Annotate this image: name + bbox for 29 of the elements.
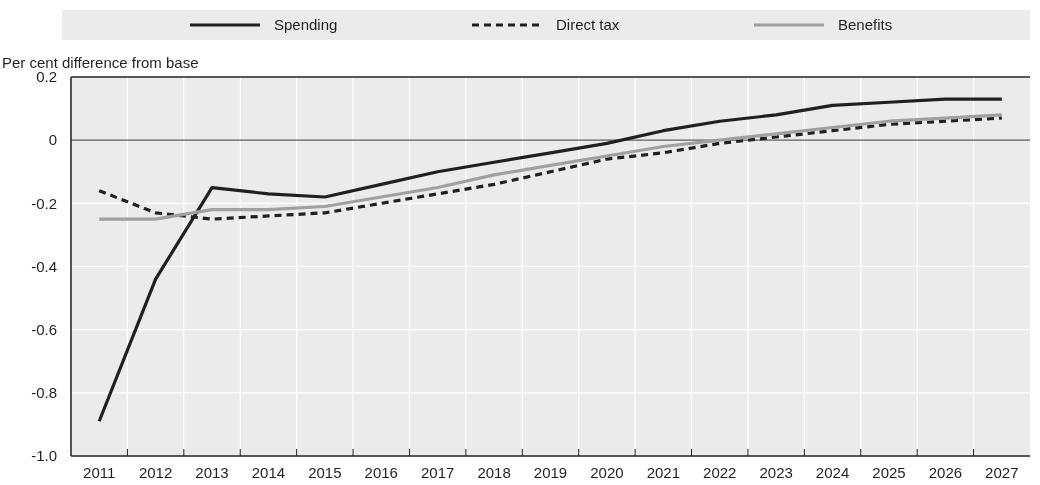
x-tick-label: 2027 xyxy=(985,463,1019,481)
x-tick-label: 2017 xyxy=(420,463,455,481)
y-tick-label: -0.2 xyxy=(31,194,57,212)
x-tick-label: 2012 xyxy=(138,463,173,481)
x-tick-label: 2024 xyxy=(815,463,850,481)
x-tick-label: 2026 xyxy=(928,463,963,481)
x-tick-label: 2023 xyxy=(759,463,793,481)
y-tick-label: -1.0 xyxy=(31,447,57,465)
x-tick-label: 2013 xyxy=(195,463,229,481)
x-tick-label: 2025 xyxy=(872,463,906,481)
x-tick-label: 2014 xyxy=(251,463,286,481)
x-tick-label: 2022 xyxy=(703,463,737,481)
y-tick-label: -0.8 xyxy=(31,384,57,402)
x-tick-label: 2016 xyxy=(364,463,398,481)
line-series xyxy=(97,97,1004,423)
y-tick-label: -0.6 xyxy=(31,320,57,338)
y-axis-title: Per cent difference from base xyxy=(2,54,199,71)
x-tick-label: 2019 xyxy=(533,463,568,481)
x-tick-label: 2015 xyxy=(308,463,342,481)
x-tick-label: 2020 xyxy=(590,463,624,481)
y-tick-label: 0.2 xyxy=(36,68,57,86)
x-tick-label: 2021 xyxy=(646,463,681,481)
x-tick-label: 2018 xyxy=(477,463,511,481)
y-tick-label: 0 xyxy=(48,131,57,149)
legend-label: Benefits xyxy=(838,16,893,33)
y-tick-label: -0.4 xyxy=(31,257,57,275)
x-tick-label: 2011 xyxy=(83,463,116,481)
legend-label: Spending xyxy=(274,16,338,33)
legend-label: Direct tax xyxy=(556,16,620,33)
